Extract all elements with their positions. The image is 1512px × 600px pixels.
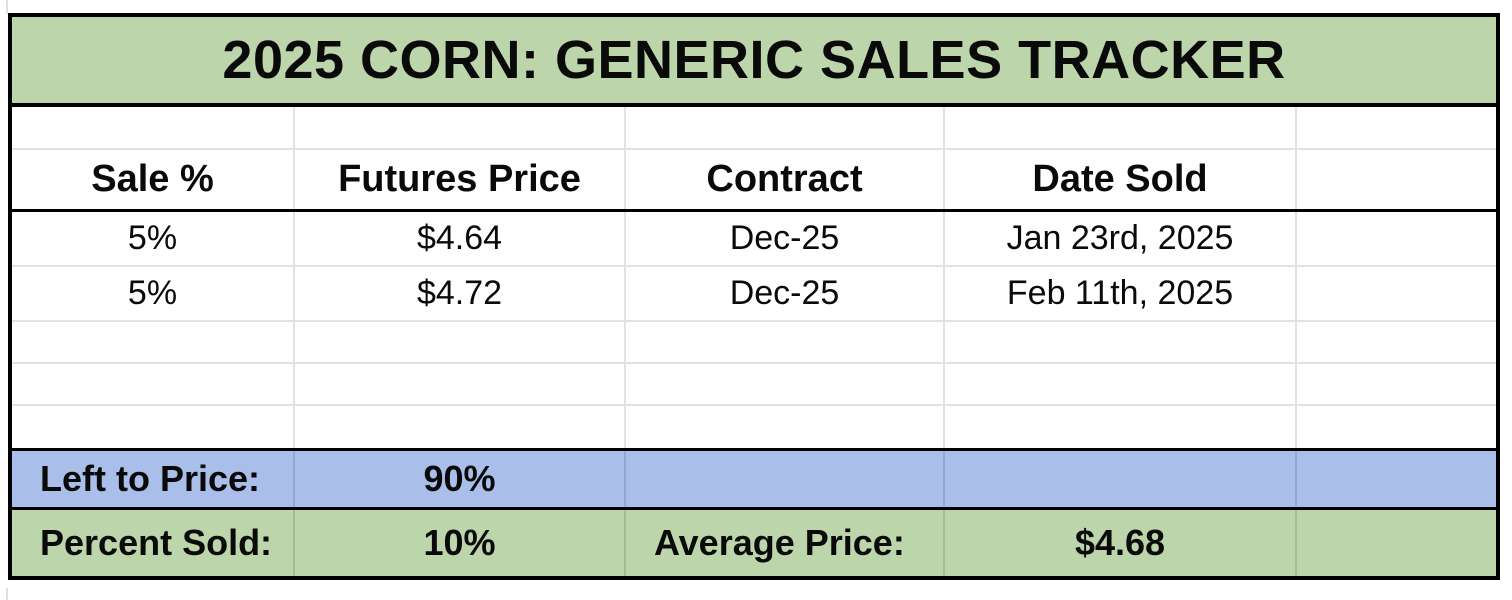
cell-futures-price[interactable]: $4.64 [295, 212, 626, 265]
spreadsheet-cell[interactable] [12, 107, 295, 148]
header-sale-pct[interactable]: Sale % [12, 150, 295, 209]
spreadsheet-cell[interactable] [1297, 267, 1496, 320]
header-row: Sale % Futures Price Contract Date Sold [12, 150, 1496, 212]
spreadsheet-cell[interactable] [626, 322, 945, 362]
header-futures-price[interactable]: Futures Price [295, 150, 626, 209]
percent-sold-value[interactable]: 10% [295, 510, 626, 576]
header-contract[interactable]: Contract [626, 150, 945, 209]
spreadsheet-cell[interactable] [626, 107, 945, 148]
spreadsheet-cell[interactable] [295, 406, 626, 448]
left-to-price-row: Left to Price: 90% [12, 448, 1496, 510]
cell-date-sold[interactable]: Feb 11th, 2025 [945, 267, 1297, 320]
spreadsheet-cell[interactable] [12, 364, 295, 404]
spacer-row [12, 107, 1496, 150]
cell-futures-price[interactable]: $4.72 [295, 267, 626, 320]
sheet-gridline-top [6, 0, 8, 14]
spreadsheet-cell[interactable] [1297, 212, 1496, 265]
left-to-price-value[interactable]: 90% [295, 451, 626, 507]
percent-sold-label[interactable]: Percent Sold: [12, 510, 295, 576]
percent-sold-row: Percent Sold: 10% Average Price: $4.68 [12, 510, 1496, 576]
cell-contract[interactable]: Dec-25 [626, 267, 945, 320]
spreadsheet-cell[interactable] [1297, 451, 1496, 507]
spreadsheet-cell[interactable] [945, 322, 1297, 362]
spreadsheet-cell[interactable] [1297, 107, 1496, 148]
spreadsheet-cell[interactable] [12, 406, 295, 448]
cell-contract[interactable]: Dec-25 [626, 212, 945, 265]
sheet-gridline-bottom [6, 588, 8, 600]
spreadsheet-cell[interactable] [12, 322, 295, 362]
table-title-cell[interactable]: 2025 CORN: GENERIC SALES TRACKER [12, 17, 1496, 107]
spreadsheet-cell[interactable] [295, 322, 626, 362]
table-title: 2025 CORN: GENERIC SALES TRACKER [222, 30, 1286, 90]
cell-sale-pct[interactable]: 5% [12, 212, 295, 265]
spreadsheet-cell[interactable] [945, 364, 1297, 404]
spreadsheet-cell[interactable] [945, 107, 1297, 148]
spreadsheet-cell[interactable] [945, 406, 1297, 448]
spreadsheet-cell[interactable] [626, 406, 945, 448]
table-row: 5% $4.72 Dec-25 Feb 11th, 2025 [12, 267, 1496, 322]
table-row: 5% $4.64 Dec-25 Jan 23rd, 2025 [12, 212, 1496, 267]
empty-row [12, 322, 1496, 364]
cell-sale-pct[interactable]: 5% [12, 267, 295, 320]
cell-date-sold[interactable]: Jan 23rd, 2025 [945, 212, 1297, 265]
spreadsheet-cell[interactable] [1297, 364, 1496, 404]
spreadsheet-cell[interactable] [295, 364, 626, 404]
left-to-price-label[interactable]: Left to Price: [12, 451, 295, 507]
header-date-sold[interactable]: Date Sold [945, 150, 1297, 209]
average-price-value[interactable]: $4.68 [945, 510, 1297, 576]
spreadsheet-cell[interactable] [945, 451, 1297, 507]
sales-tracker-table: 2025 CORN: GENERIC SALES TRACKER Sale % … [8, 13, 1500, 580]
average-price-label[interactable]: Average Price: [626, 510, 945, 576]
spreadsheet-cell[interactable] [1297, 510, 1496, 576]
spreadsheet-cell[interactable] [626, 364, 945, 404]
empty-row [12, 406, 1496, 448]
empty-row [12, 364, 1496, 406]
header-extra[interactable] [1297, 150, 1496, 209]
spreadsheet-cell[interactable] [1297, 322, 1496, 362]
spreadsheet-cell[interactable] [1297, 406, 1496, 448]
spreadsheet-cell[interactable] [626, 451, 945, 507]
spreadsheet-cell[interactable] [295, 107, 626, 148]
